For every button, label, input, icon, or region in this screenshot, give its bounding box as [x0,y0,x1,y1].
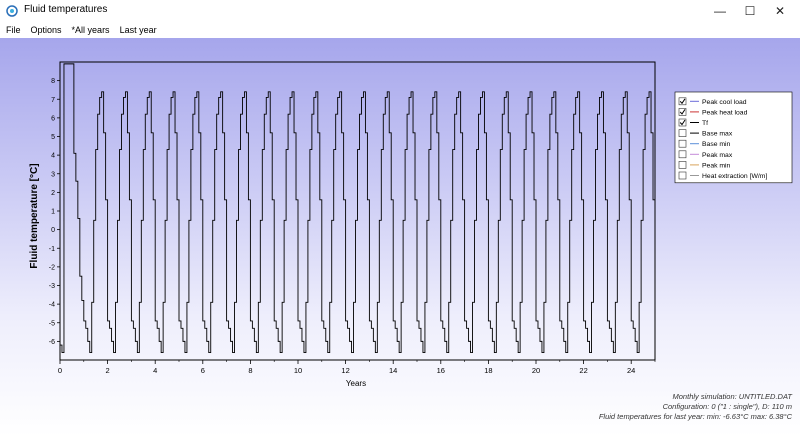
y-tick-label: -6 [49,339,55,346]
legend-label: Base max [702,131,733,138]
legend-checkbox[interactable] [678,108,687,116]
legend-checkbox[interactable] [678,171,687,180]
x-tick-label: 0 [58,366,62,375]
maximize-icon: ☐ [744,4,756,18]
legend-label: Heat extraction [W/m] [702,173,767,180]
y-tick-label: 5 [51,134,55,141]
fluid-temperature-chart: 0 2 4 6 8 10 12 14 16 18 20 22 24876543210-1-2-3-4-5… [29,61,793,388]
legend-checkbox[interactable] [678,150,687,159]
legend-item[interactable]: Peak heat load [678,108,748,116]
y-tick-label: 8 [51,78,55,85]
legend-label: Base min [702,141,731,148]
y-tick-label: -2 [49,264,55,271]
y-tick-label: -4 [49,302,55,309]
checkmark-icon [679,109,686,115]
close-icon: ✕ [774,4,786,18]
y-tick-label: 7 [51,97,55,104]
x-tick-label: 22 [579,366,587,375]
legend-box [674,91,793,184]
legend-item[interactable]: Peak cool load [678,97,747,106]
menu-bar: File Options *All years Last year [0,22,800,38]
menu-all-years[interactable]: *All years [71,25,110,35]
legend-item[interactable]: Peak min [678,161,731,169]
y-tick-label: -1 [49,246,55,253]
x-tick-label: 18 [484,366,492,375]
checkmark-icon [679,119,686,126]
legend-checkbox[interactable] [678,118,687,127]
legend-item[interactable]: Heat extraction [W/m] [678,171,767,180]
legend-checkbox[interactable] [678,139,687,148]
series-line-tf [60,63,655,353]
checkmark-icon [679,98,686,105]
app-icon [6,5,18,17]
x-tick-label: 16 [437,366,445,375]
y-tick-label: -3 [49,283,55,290]
y-tick-label: 4 [51,153,55,160]
status-configuration: Configuration: 0 ("1 : single"), D: 110 … [662,402,792,411]
legend-item[interactable]: Tf [678,118,708,127]
minimize-icon: — [714,4,726,18]
y-tick-label: -5 [49,320,55,327]
legend-item[interactable]: Base max [678,129,733,138]
x-tick-label: 10 [294,366,302,375]
legend: Peak cool load Peak heat load Tf Base max Ba… [674,91,793,184]
legend-item[interactable]: Base min [678,139,731,148]
x-tick-label: 20 [532,366,540,375]
x-tick-label: 6 [201,366,205,375]
legend-item[interactable]: Peak max [678,150,733,159]
legend-label: Peak max [702,152,733,159]
y-tick-label: 3 [51,171,55,178]
chart-window: 0 2 4 6 8 10 12 14 16 18 20 22 24 8 7 6 5 4 3 2 1 0 -1 -2 -3 -4 -5… [0,38,800,436]
legend-checkbox[interactable] [678,161,687,169]
legend-label: Peak min [702,162,731,169]
status-last-year-temps: Fluid temperatures for last year: min: -… [598,412,792,421]
x-tick-label: 2 [106,366,110,375]
x-tick-label: 14 [389,366,397,375]
maximize-button[interactable]: ☐ [735,0,765,22]
x-tick-label: 24 [627,366,635,375]
minimize-button[interactable]: — [705,0,735,22]
menu-file[interactable]: File [6,25,21,35]
y-axis-label: Fluid temperature [°C] [29,163,40,268]
legend-label: Peak cool load [702,99,747,106]
y-tick-label: 6 [51,115,55,122]
x-tick-label: 4 [153,366,157,375]
x-tick-label: 8 [248,366,252,375]
x-axis-label: Years [346,379,366,388]
menu-last-year[interactable]: Last year [119,25,157,35]
y-tick-label: 0 [51,227,55,234]
legend-checkbox[interactable] [678,129,687,137]
title-bar: Fluid temperatures — ☐ ✕ [0,0,800,22]
status-simulation: Monthly simulation: UNTITLED.DAT [672,392,792,401]
legend-label: Peak heat load [702,109,748,116]
menu-options[interactable]: Options [30,25,62,35]
y-tick-label: 1 [51,209,55,216]
close-button[interactable]: ✕ [765,0,795,22]
y-tick-label: 2 [51,190,55,197]
x-tick-label: 12 [341,366,349,375]
legend-checkbox[interactable] [678,97,687,106]
legend-label: Tf [702,120,708,127]
window-title: Fluid temperatures [24,4,108,15]
